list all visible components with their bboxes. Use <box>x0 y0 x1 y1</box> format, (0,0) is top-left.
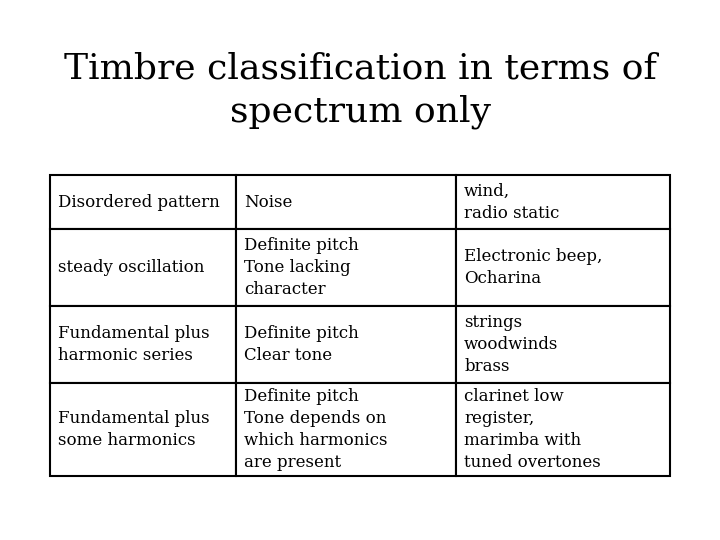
Bar <box>50 383 236 476</box>
Text: Electronic beep,
Ocharina: Electronic beep, Ocharina <box>464 248 603 287</box>
Text: Definite pitch
Tone lacking
character: Definite pitch Tone lacking character <box>244 237 359 299</box>
Bar <box>50 306 236 383</box>
Bar <box>236 306 456 383</box>
Bar <box>456 383 670 476</box>
Bar <box>236 383 456 476</box>
Text: wind,
radio static: wind, radio static <box>464 183 559 222</box>
Text: strings
woodwinds
brass: strings woodwinds brass <box>464 314 559 375</box>
Text: Fundamental plus
some harmonics: Fundamental plus some harmonics <box>58 410 210 449</box>
Text: Timbre classification in terms of
spectrum only: Timbre classification in terms of spectr… <box>63 51 657 129</box>
Bar <box>456 175 670 230</box>
Text: Definite pitch
Tone depends on
which harmonics
are present: Definite pitch Tone depends on which har… <box>244 388 387 471</box>
Text: clarinet low
register,
marimba with
tuned overtones: clarinet low register, marimba with tune… <box>464 388 601 471</box>
Bar <box>236 175 456 230</box>
Bar <box>50 230 236 306</box>
Text: steady oscillation: steady oscillation <box>58 259 204 276</box>
Text: Disordered pattern: Disordered pattern <box>58 194 220 211</box>
Bar <box>456 230 670 306</box>
Bar <box>456 306 670 383</box>
Text: Definite pitch
Clear tone: Definite pitch Clear tone <box>244 325 359 364</box>
Bar <box>236 230 456 306</box>
Text: Fundamental plus
harmonic series: Fundamental plus harmonic series <box>58 325 210 364</box>
Bar <box>50 175 236 230</box>
Text: Noise: Noise <box>244 194 292 211</box>
